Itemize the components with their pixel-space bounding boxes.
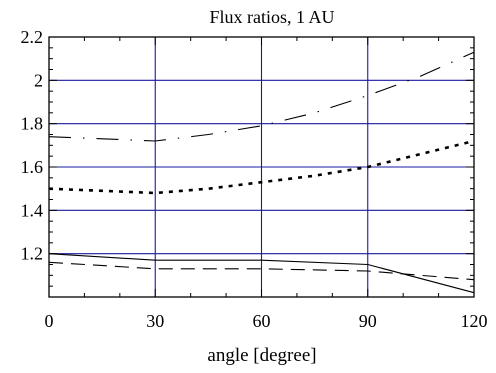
y-tick-label: 1.8 (21, 114, 44, 134)
x-tick-label: 60 (253, 311, 271, 331)
series-line-dashed (48, 261, 475, 281)
x-tick-labels: 0 30 60 90 120 (45, 311, 488, 331)
grid (49, 37, 474, 297)
chart-title: Flux ratios, 1 AU (209, 7, 334, 27)
x-tick-label: 120 (461, 311, 488, 331)
x-tick-label: 30 (146, 311, 164, 331)
y-tick-label: 2 (34, 70, 43, 90)
y-tick-labels: 1.2 1.4 1.6 1.8 2 2.2 (21, 27, 44, 264)
y-tick-label: 1.4 (21, 200, 44, 220)
x-tick-label: 0 (45, 311, 54, 331)
y-tick-label: 1.2 (21, 244, 44, 264)
x-tick-label: 90 (359, 311, 377, 331)
series-line-dotted (48, 139, 475, 195)
x-axis-label: angle [degree] (207, 345, 316, 366)
y-tick-label: 1.6 (21, 157, 44, 177)
axis-ticks (48, 36, 475, 298)
y-tick-label: 2.2 (21, 27, 44, 47)
series-lines (48, 51, 475, 294)
